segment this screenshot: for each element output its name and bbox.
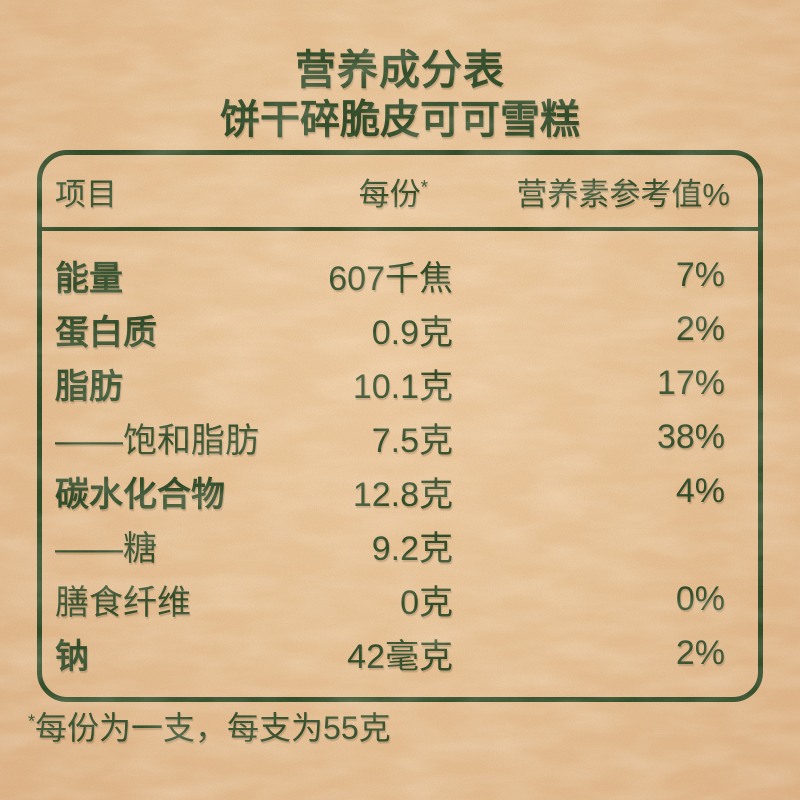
col-header-item: 项目 [55, 176, 117, 212]
nutrient-name: 碳水化合物 [55, 475, 225, 514]
table-body: 能量 607千焦 7% 蛋白质 0.9克 2% 脂肪 10.1克 17% ——饱… [42, 231, 758, 680]
footnote-mark-icon: * [420, 177, 428, 199]
nutrient-amount: 607千焦 [328, 259, 453, 298]
nutrient-nrv: 4% [675, 471, 725, 510]
footnote-mark-icon: * [28, 711, 36, 732]
table-row-dietary-fiber: 膳食纤维 0克 0% [42, 572, 758, 626]
nutrient-name: 脂肪 [55, 367, 123, 406]
nutrient-amount: 42毫克 [347, 637, 453, 676]
table-row-saturated-fat: ——饱和脂肪 7.5克 38% [42, 410, 758, 464]
table-row-protein: 蛋白质 0.9克 2% [42, 302, 758, 356]
per-serving-label: 每份 [358, 176, 421, 212]
nutrient-name: 膳食纤维 [55, 583, 191, 622]
nutrient-name: ——糖 [55, 529, 157, 568]
nutrition-table: 项目 每份* 营养素参考值% 能量 607千焦 7% 蛋白质 0.9克 2% 脂… [37, 150, 763, 702]
nutrient-nrv: 0% [675, 579, 725, 618]
table-row-energy: 能量 607千焦 7% [42, 248, 758, 302]
table-row-carbohydrate: 碳水化合物 12.8克 4% [42, 464, 758, 518]
nutrient-nrv: 2% [675, 633, 725, 672]
product-name: 饼干碎脆皮可可雪糕 [220, 98, 580, 142]
nutrient-amount: 0.9克 [371, 313, 453, 352]
col-header-nrv: 营养素参考值% [516, 176, 730, 212]
table-row-sodium: 钠 42毫克 2% [42, 626, 758, 680]
table-header-row: 项目 每份* 营养素参考值% [42, 155, 758, 227]
nutrient-name: 钠 [55, 637, 89, 676]
nutrient-name: 蛋白质 [55, 313, 157, 352]
table-row-sugar: ——糖 9.2克 [42, 518, 758, 572]
nutrient-amount: 0克 [400, 583, 453, 622]
nutrient-nrv: 2% [675, 309, 725, 348]
col-header-per-serving: 每份* [292, 169, 453, 214]
nutrient-nrv: 17% [656, 363, 725, 402]
nutrient-nrv: 7% [675, 255, 725, 294]
nutrient-name: 能量 [55, 259, 123, 298]
nutrient-amount: 10.1克 [352, 367, 453, 406]
table-row-fat: 脂肪 10.1克 17% [42, 356, 758, 410]
nutrient-amount: 12.8克 [352, 475, 453, 514]
footnote-text: 每份为一支，每支为55克 [35, 710, 391, 746]
nutrient-name: ——饱和脂肪 [55, 421, 259, 460]
footnote: *每份为一支，每支为55克 [28, 703, 391, 749]
nutrient-amount: 9.2克 [371, 529, 453, 568]
nutrient-amount: 7.5克 [371, 421, 453, 460]
nutrient-nrv: 38% [656, 417, 725, 456]
